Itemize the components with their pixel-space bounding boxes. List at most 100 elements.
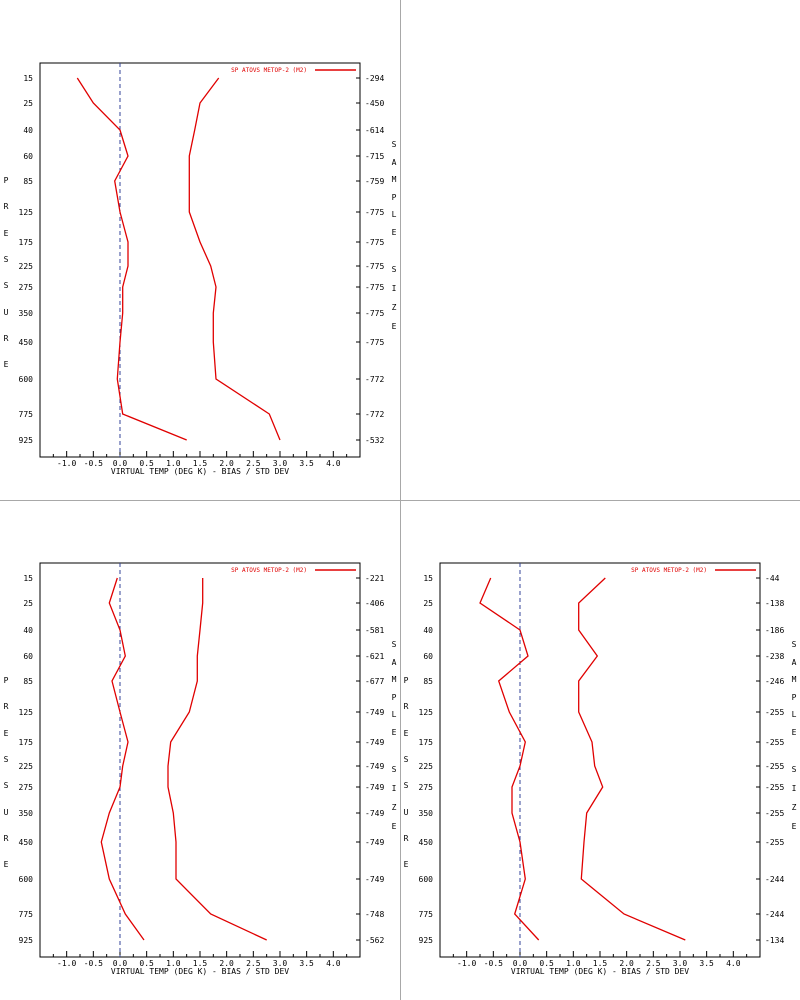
x-tick-label: 3.5	[299, 959, 314, 968]
size-axis-letter: E	[791, 822, 797, 831]
sample-size-label: -772	[365, 375, 384, 384]
pressure-level-label: 225	[419, 762, 434, 771]
pressure-level-label: 775	[19, 910, 34, 919]
size-axis-letter: Z	[791, 803, 797, 812]
x-tick-label: 2.5	[646, 959, 661, 968]
pressure-level-label: 350	[19, 309, 34, 318]
sample-size-label: -749	[365, 875, 384, 884]
size-axis-letter: E	[391, 822, 397, 831]
pressure-level-label: 450	[19, 838, 34, 847]
x-axis-label: VIRTUAL TEMP (DEG K) - BIAS / STD DEV	[511, 967, 689, 976]
pressure-level-label: 175	[419, 738, 434, 747]
pressure-axis-letter: R	[3, 702, 9, 712]
pressure-level-label: 925	[19, 436, 34, 445]
size-axis-letter: Z	[391, 803, 397, 812]
sample-size-label: -255	[765, 809, 784, 818]
pressure-level-label: 925	[419, 936, 434, 945]
sample-size-label: -749	[365, 838, 384, 847]
pressure-axis-letter: E	[3, 860, 9, 870]
sample-axis-letter: E	[391, 227, 397, 237]
pressure-level-label: 175	[19, 738, 34, 747]
x-tick-label: 4.0	[326, 959, 341, 968]
pressure-axis-letter: P	[3, 176, 9, 185]
sample-size-label: -775	[365, 238, 384, 247]
pressure-level-label: 15	[23, 574, 33, 583]
pressure-level-label: 775	[19, 410, 34, 419]
sample-size-label: -255	[765, 783, 784, 792]
pressure-level-label: 350	[419, 809, 434, 818]
sample-size-label: -255	[765, 762, 784, 771]
x-tick-label: 3.0	[273, 459, 288, 468]
x-tick-label: -0.5	[84, 959, 103, 968]
pressure-level-label: 25	[423, 599, 433, 608]
pressure-axis-letter: R	[403, 702, 409, 712]
sample-size-label: -186	[765, 626, 784, 635]
pressure-axis-letter: P	[403, 676, 409, 685]
sample-axis-letter: A	[391, 157, 397, 167]
pressure-level-label: 25	[23, 599, 33, 608]
pressure-axis-letter: E	[3, 228, 9, 238]
sample-size-label: -715	[365, 152, 384, 161]
x-tick-label: 2.5	[246, 459, 261, 468]
pressure-axis-letter: R	[3, 833, 9, 843]
pressure-axis-letter: S	[3, 254, 9, 264]
chart-panel-north: -1.0 -0.5 0.0 0.5 1.0 1.5 2.0 2.5 3.0 3.5 4.0 VIRTU…	[0, 0, 400, 500]
sample-axis-letter: L	[391, 210, 397, 219]
sample-size-label: -749	[365, 809, 384, 818]
std-dev-series-line	[188, 77, 281, 441]
pressure-level-label: 225	[19, 262, 34, 271]
pressure-level-label: 125	[419, 708, 434, 717]
x-tick-label: 0.5	[139, 959, 154, 968]
sample-size-label: -450	[365, 99, 384, 108]
pressure-level-label: 275	[419, 783, 434, 792]
pressure-level-label: 40	[23, 626, 33, 635]
pressure-level-label: 40	[423, 626, 433, 635]
pressure-axis-letter: S	[3, 781, 9, 791]
sample-axis-letter: M	[791, 675, 797, 684]
sample-size-label: -255	[765, 838, 784, 847]
sample-size-label: -749	[365, 708, 384, 717]
sample-axis-letter: P	[391, 692, 397, 702]
sample-size-label: -775	[365, 338, 384, 347]
x-tick-label: 2.0	[219, 959, 234, 968]
sample-size-label: -246	[765, 677, 784, 686]
pressure-level-label: 60	[423, 652, 433, 661]
size-axis-letter: I	[791, 784, 797, 793]
pressure-axis-letter: E	[403, 728, 409, 738]
pressure-level-label: 275	[19, 283, 34, 292]
legend-label: SP ATOVS METOP-2 (M2)	[231, 67, 307, 74]
sample-size-label: -255	[765, 708, 784, 717]
sample-size-label: -255	[765, 738, 784, 747]
size-axis-letter: S	[391, 265, 397, 274]
pressure-level-label: 275	[19, 783, 34, 792]
sample-size-label: -749	[365, 762, 384, 771]
sample-axis-letter: S	[391, 140, 397, 149]
pressure-level-label: 350	[19, 809, 34, 818]
size-axis-letter: S	[391, 765, 397, 774]
x-tick-label: -0.5	[484, 959, 503, 968]
x-tick-label: 0.0	[113, 459, 128, 468]
size-axis-letter: I	[391, 784, 397, 793]
sample-axis-letter: L	[391, 710, 397, 719]
x-tick-label: 0.0	[113, 959, 128, 968]
sample-size-label: -621	[365, 652, 384, 661]
legend-label: SP ATOVS METOP-2 (M2)	[631, 567, 707, 574]
pressure-level-label: 60	[23, 652, 33, 661]
sample-size-label: -244	[765, 875, 784, 884]
x-tick-label: 4.0	[726, 959, 741, 968]
x-tick-label: 1.5	[593, 959, 608, 968]
sample-size-label: -244	[765, 910, 784, 919]
plot-area: -1.0 -0.5 0.0 0.5 1.0 1.5 2.0 2.5 3.0 3.5 4.0 VIRTU…	[419, 562, 784, 976]
sample-size-label: -614	[365, 126, 384, 135]
sample-size-label: -748	[365, 910, 384, 919]
plot-frame	[439, 562, 761, 958]
pressure-level-label: 125	[19, 208, 34, 217]
sample-size-label: -406	[365, 599, 384, 608]
x-axis-label: VIRTUAL TEMP (DEG K) - BIAS / STD DEV	[111, 467, 289, 476]
x-tick-label: -0.5	[84, 459, 103, 468]
sample-size-label: -749	[365, 738, 384, 747]
sample-size-label: -238	[765, 652, 784, 661]
sample-size-label: -775	[365, 208, 384, 217]
sample-size-label: -775	[365, 309, 384, 318]
pressure-level-label: 600	[419, 875, 434, 884]
